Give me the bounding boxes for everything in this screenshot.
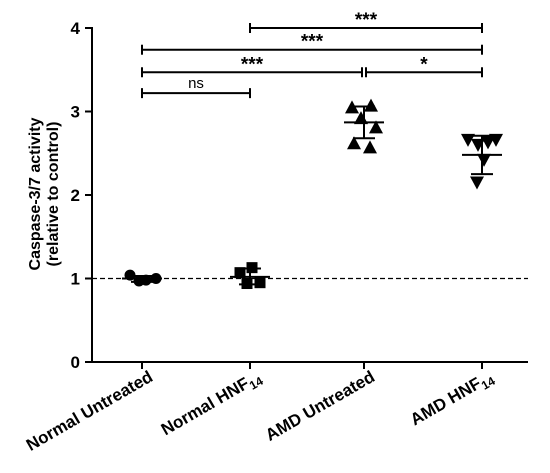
- x-tick-label-2: AMD Untreated: [262, 367, 378, 445]
- data-point-2-1: [364, 98, 378, 112]
- y-tick-label-0: 0: [71, 353, 80, 372]
- data-point-2-4: [347, 136, 361, 150]
- y-axis-title-line2: (relative to control): [45, 122, 62, 267]
- data-point-0-2: [140, 274, 152, 286]
- y-axis-title: Caspase-3/7 activity (relative to contro…: [27, 117, 62, 270]
- significance-label-4: ***: [355, 10, 378, 31]
- x-tick-label-0: Normal Untreated: [23, 367, 156, 455]
- data-point-3-5: [470, 176, 484, 190]
- data-point-2-0: [345, 100, 359, 114]
- data-point-3-3: [489, 133, 503, 147]
- x-tick-label-1: Normal HNF14: [158, 367, 266, 442]
- y-tick-label-1: 1: [71, 270, 80, 289]
- x-tick-label-3: AMD HNF14: [407, 367, 498, 432]
- y-tick-label-4: 4: [71, 19, 81, 38]
- data-point-3-2: [481, 136, 495, 150]
- significance-label-2: *: [420, 54, 428, 75]
- significance-label-0: ns: [188, 75, 204, 92]
- data-point-1-3: [254, 277, 266, 289]
- significance-label-1: ***: [241, 54, 264, 75]
- significance-label-3: ***: [301, 32, 324, 53]
- y-tick-label-2: 2: [71, 186, 80, 205]
- y-axis-title-line1: Caspase-3/7 activity: [27, 117, 44, 270]
- data-point-3-0: [461, 133, 475, 147]
- data-point-2-5: [363, 140, 377, 154]
- data-point-2-3: [369, 120, 383, 134]
- data-point-1-0: [234, 267, 246, 279]
- y-tick-label-3: 3: [71, 103, 80, 122]
- data-point-3-4: [477, 153, 491, 167]
